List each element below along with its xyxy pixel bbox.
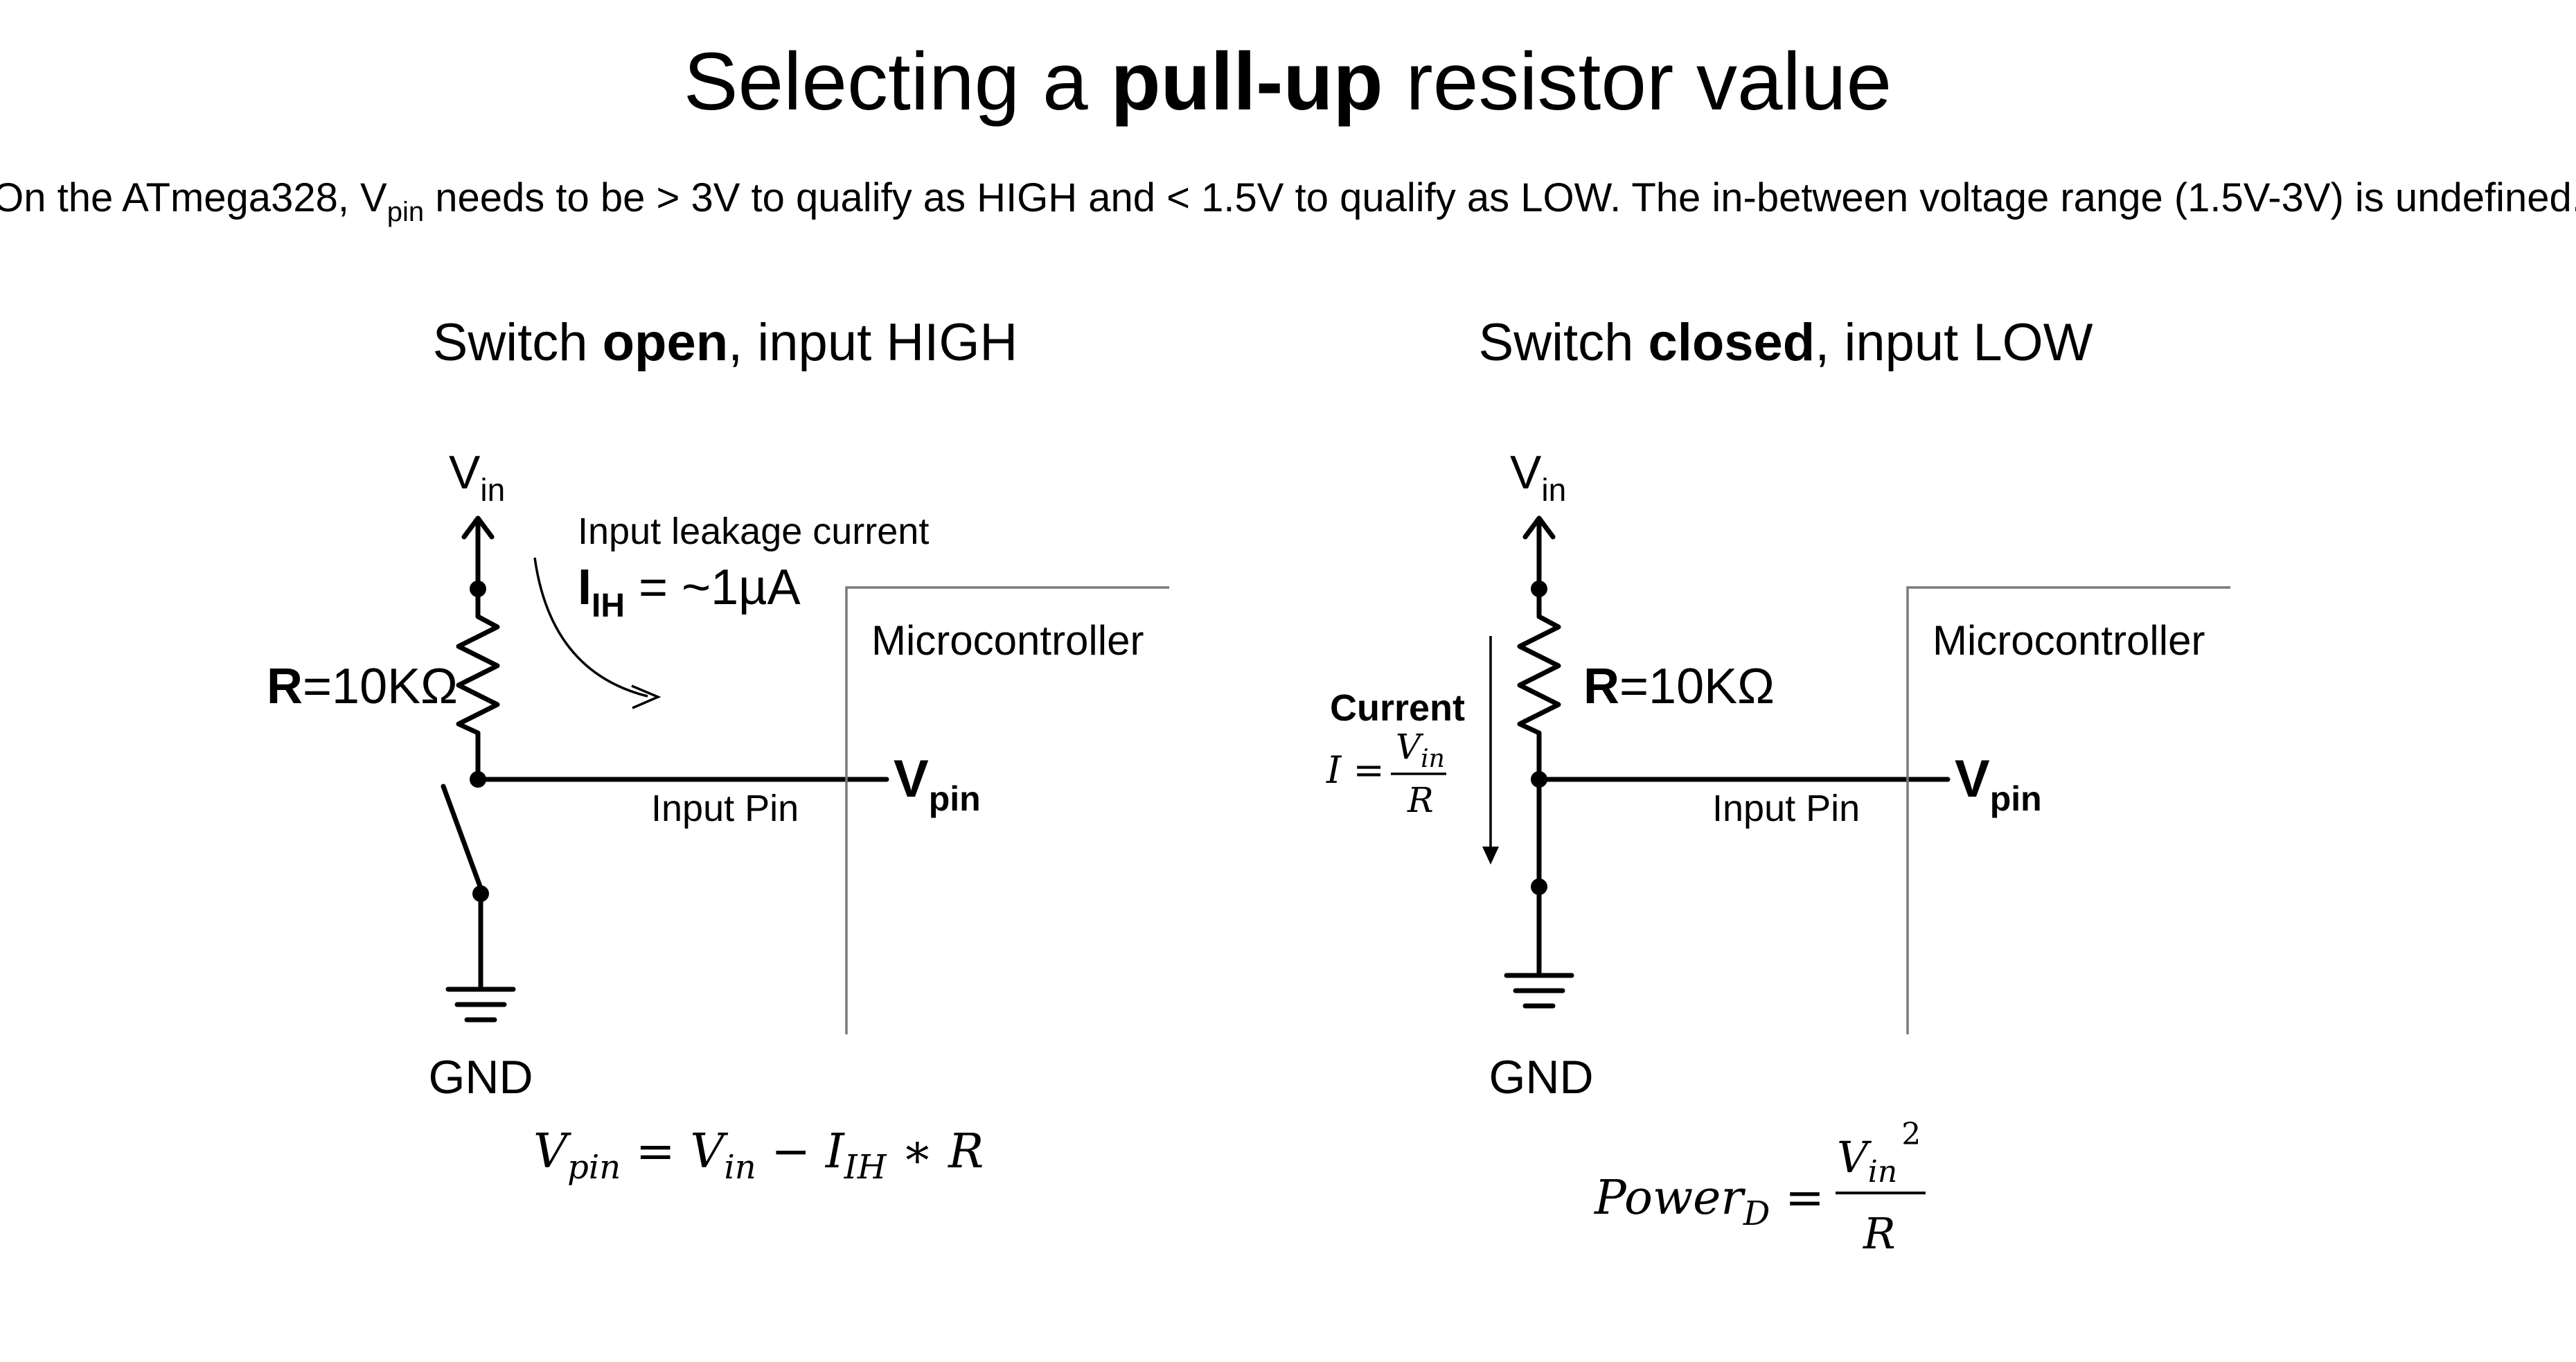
right-vin-arrow — [1522, 515, 1556, 592]
left-vin-arrow — [461, 515, 495, 592]
right-vpin-label: Vpin — [1955, 750, 2042, 818]
left-resistor — [456, 586, 500, 782]
right-resistor — [1517, 586, 1561, 782]
right-power-den: R — [1863, 1208, 1896, 1259]
right-current-label: Current — [1330, 687, 1465, 729]
right-power-lhs: PowerD = — [1593, 1171, 1824, 1233]
right-resistor-label: R=10KΩ — [1583, 659, 1775, 714]
page-subtitle: On the ATmega328, Vpin needs to be > 3V … — [0, 175, 2576, 227]
right-current-num: Vin — [1396, 727, 1445, 773]
left-equation: Vpin = Vin − IIH ∗ R — [533, 1124, 984, 1187]
left-vin-label: Vin — [449, 446, 505, 508]
left-vpin-label: Vpin — [894, 750, 981, 818]
right-panel: Switch closed, input LOW Vin R=10KΩ GND — [1326, 313, 2230, 1259]
right-vin-label: Vin — [1510, 446, 1566, 508]
left-leakage-arrow — [533, 557, 661, 709]
left-switch-open — [441, 784, 489, 992]
left-resistor-label: R=10KΩ — [267, 659, 458, 714]
left-input-pin-label: Input Pin — [651, 788, 799, 829]
right-input-pin-label: Input Pin — [1712, 788, 1860, 829]
right-power-num: Vin2 — [1837, 1117, 1921, 1189]
right-current-formula: I = Vin R — [1326, 727, 1446, 820]
right-mcu-box — [1906, 586, 2230, 1034]
page-title: Selecting a pull-up resistor value — [684, 36, 1892, 127]
right-mcu-label: Microcontroller — [1933, 617, 2205, 664]
left-mcu-box — [845, 586, 1169, 1034]
left-gnd-label: GND — [428, 1051, 533, 1104]
right-current-den: R — [1407, 780, 1434, 820]
right-current-i: I = — [1326, 748, 1385, 792]
right-gnd-label: GND — [1489, 1051, 1593, 1104]
left-mcu-label: Microcontroller — [871, 617, 1144, 664]
right-power-equation: PowerD = Vin2 R — [1593, 1117, 1926, 1259]
left-leakage-value: IIH = ~1µA — [578, 560, 801, 624]
right-heading: Switch closed, input LOW — [1479, 313, 2093, 372]
left-ground-symbol — [445, 987, 516, 1023]
left-heading: Switch open, input HIGH — [433, 313, 1018, 372]
right-ground-symbol — [1504, 973, 1574, 1009]
left-panel: Switch open, input HIGH Vin R=10KΩ — [267, 313, 1169, 1187]
left-leakage-label: Input leakage current — [578, 511, 929, 552]
right-current-arrow — [1482, 636, 1499, 865]
right-switch-closed — [1531, 777, 1547, 978]
